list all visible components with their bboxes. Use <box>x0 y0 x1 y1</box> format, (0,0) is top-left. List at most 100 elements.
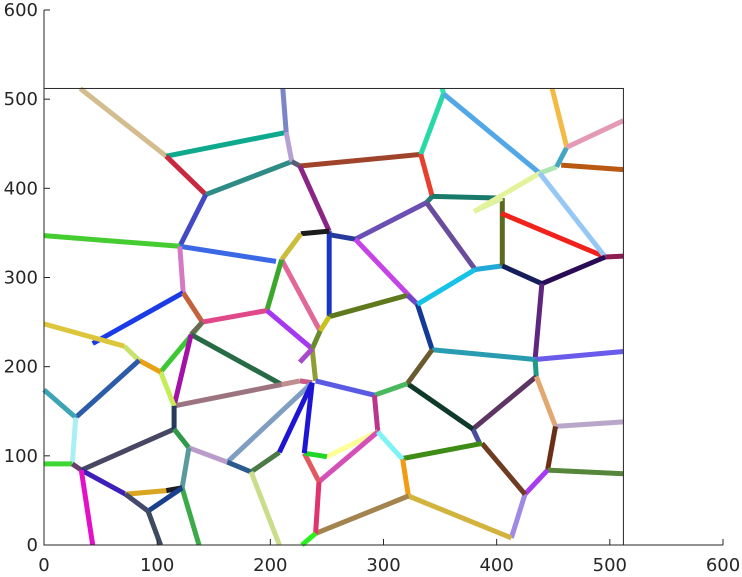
edge-segment-4 <box>280 88 289 133</box>
edge-segment-7 <box>43 233 180 249</box>
edge-segment-34 <box>328 232 356 242</box>
edge-segment-64 <box>555 419 624 429</box>
edge-segment-113 <box>145 510 163 546</box>
edge-segment-31 <box>432 193 503 201</box>
edge-segment-20 <box>201 308 268 325</box>
edge-segment-23 <box>189 320 205 337</box>
x-tick-label-200: 200 <box>253 555 287 576</box>
edge-segment-110 <box>179 487 202 546</box>
edge-segment-94 <box>122 344 141 363</box>
edge-segment-43 <box>416 267 477 307</box>
edge-segment-62 <box>471 374 538 432</box>
edge-segment-9 <box>177 246 186 293</box>
edge-segment-102 <box>80 467 127 497</box>
edge-segment-89 <box>281 378 301 387</box>
edge-segment-106 <box>188 445 229 465</box>
x-tick-label-400: 400 <box>479 555 513 576</box>
edge-segment-2 <box>164 154 208 197</box>
edge-segment-96 <box>74 358 141 420</box>
edge-segment-24 <box>189 332 283 387</box>
edge-segment-10 <box>91 290 185 346</box>
edge-segment-54 <box>565 118 625 150</box>
edge-segment-71 <box>402 440 483 461</box>
edge-segment-19 <box>264 259 285 312</box>
edge-segment-116 <box>277 381 315 454</box>
edge-segment-103 <box>78 469 96 546</box>
edge-segment-117 <box>248 470 282 546</box>
edge-segment-0 <box>78 86 168 159</box>
edge-segment-68 <box>509 493 528 539</box>
edge-segment-97 <box>42 388 78 420</box>
edge-segment-30 <box>424 194 435 205</box>
x-tick-label-0: 0 <box>38 555 49 576</box>
edge-segment-86 <box>303 450 328 460</box>
edge-segment-85 <box>302 452 322 483</box>
edge-segment-41 <box>405 293 420 307</box>
edge-segment-60 <box>431 347 536 362</box>
edge-segment-82 <box>314 493 410 536</box>
edge-segment-3 <box>204 159 293 197</box>
edge-segment-47 <box>501 263 543 286</box>
edge-segment-56 <box>605 253 624 260</box>
edge-segment-58 <box>532 283 545 360</box>
edge-segment-53 <box>549 87 570 148</box>
x-tick-label-300: 300 <box>366 555 400 576</box>
edge-segment-111 <box>146 485 184 514</box>
edge-segment-27 <box>418 92 446 156</box>
edge-segment-65 <box>545 425 558 471</box>
edge-segment-35 <box>353 237 420 307</box>
x-tick-label-500: 500 <box>593 555 627 576</box>
edge-segment-52 <box>554 146 570 169</box>
edge-segment-78 <box>317 429 380 484</box>
edge-segment-100 <box>70 461 83 473</box>
edge-segment-11 <box>181 291 205 324</box>
edge-segment-76 <box>371 394 381 433</box>
edge-segment-74 <box>373 381 409 398</box>
edge-segment-81 <box>407 493 513 541</box>
edge-segment-16 <box>300 228 330 237</box>
edge-segment-40 <box>297 347 315 364</box>
edge-segment-50 <box>538 164 558 176</box>
edge-segment-90 <box>225 380 314 464</box>
y-tick-label-600: 600 <box>4 0 38 21</box>
edge-segment-26 <box>439 87 446 95</box>
edge-segment-93 <box>137 358 162 375</box>
edge-segment-101 <box>80 426 176 473</box>
edge-segment-70 <box>470 428 482 445</box>
x-tick-label-100: 100 <box>140 555 174 576</box>
edge-segment-109 <box>125 488 167 497</box>
edge-segment-95 <box>43 321 125 349</box>
edge-segment-37 <box>317 315 332 333</box>
edge-segment-12 <box>290 159 302 169</box>
edge-segment-79 <box>375 430 405 462</box>
edge-segment-55 <box>561 162 624 173</box>
edge-segment-21 <box>265 308 314 351</box>
edge-segment-49 <box>472 171 541 214</box>
edge-segment-17 <box>279 232 303 262</box>
edge-segment-84 <box>300 531 318 547</box>
edge-segment-1 <box>165 129 288 159</box>
x-tick-label-600: 600 <box>706 555 740 576</box>
edge-segment-69 <box>480 441 527 496</box>
edge-segment-44 <box>474 263 503 272</box>
y-tick-label-100: 100 <box>4 446 38 467</box>
edge-segment-105 <box>172 427 191 450</box>
edge-segment-51 <box>537 171 608 259</box>
edge-segment-14 <box>297 164 332 233</box>
y-tick-label-200: 200 <box>4 357 38 378</box>
edge-segment-6 <box>177 193 209 248</box>
edge-segment-98 <box>69 417 79 465</box>
edge-segment-91 <box>173 382 283 409</box>
edge-segment-13 <box>299 151 422 169</box>
edge-segment-28 <box>441 91 542 176</box>
edge-segment-39 <box>309 348 319 382</box>
edge-segment-114 <box>226 459 253 475</box>
edge-segment-72 <box>405 381 475 432</box>
edge-segment-66 <box>547 467 624 477</box>
y-tick-label-500: 500 <box>4 89 38 110</box>
edge-segment-107 <box>179 447 192 489</box>
edge-segment-29 <box>418 153 435 198</box>
edge-segment-8 <box>179 243 277 264</box>
edge-segment-48 <box>500 210 607 260</box>
